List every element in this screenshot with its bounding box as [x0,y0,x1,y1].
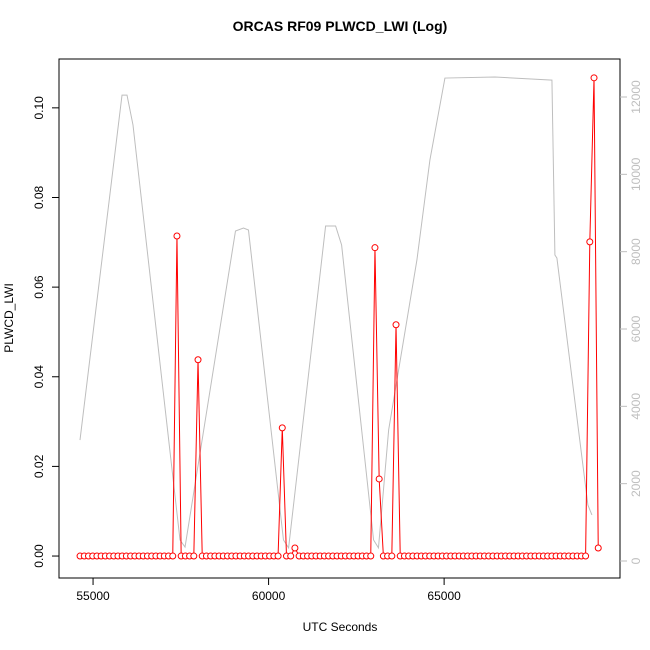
point [371,244,379,252]
y2-tick-label: 10000 [629,157,643,191]
point [367,552,375,560]
point [594,544,602,552]
x-tick-label: 65000 [427,589,461,603]
x-axis-label: UTC Seconds [303,620,378,634]
y2-tick-label: 6000 [629,315,643,342]
y-tick-label: 0.08 [32,185,46,209]
y2-tick-label: 12000 [629,80,643,114]
point [190,552,198,560]
plot-box [58,58,621,579]
point [287,552,295,560]
x-tick-label: 60000 [252,589,286,603]
point [582,552,590,560]
point [375,475,383,483]
y2-tick-label: 8000 [629,238,643,265]
y2-tick-label: 0 [629,557,643,564]
point [586,238,594,246]
point [274,552,282,560]
y-axis-label: PLWCD_LWI [2,283,16,353]
x-tick-label: 55000 [76,589,110,603]
point [392,321,400,329]
y-tick-label: 0.04 [32,365,46,389]
y2-tick-label: 2000 [629,470,643,497]
point [169,552,177,560]
point [388,552,396,560]
y-tick-label: 0.02 [32,454,46,478]
y-tick-label: 0.00 [32,544,46,568]
point [194,356,202,364]
point [291,544,299,552]
chart-title: ORCAS RF09 PLWCD_LWI (Log) [233,18,448,34]
y-tick-label: 0.06 [32,275,46,299]
y2-tick-label: 4000 [629,393,643,420]
y-tick-label: 0.10 [32,96,46,120]
point [590,74,598,82]
point [173,232,181,240]
point [278,424,286,432]
